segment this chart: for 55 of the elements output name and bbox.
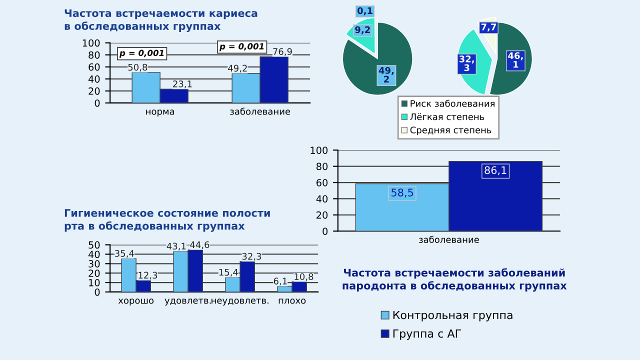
data-label: 7,7 (481, 24, 496, 32)
text: Частота встречаемости заболеваний пародонта в обследованных группах (342, 268, 567, 292)
data-label: 50,8 (128, 64, 148, 72)
data-label: 35,4 (115, 250, 134, 258)
x-tick-label: хорошо (118, 298, 154, 306)
y-tick-label: 80 (316, 162, 328, 170)
y-tick-label: 10 (89, 279, 100, 286)
y-tick-label: 0 (94, 288, 100, 296)
data-label: 9,2 (355, 26, 370, 34)
y-tick-label: 0 (94, 99, 100, 107)
x-tick-label: плохо (278, 298, 306, 304)
data-label: 49, 2 (378, 67, 394, 82)
y-tick-label: 30 (88, 260, 100, 268)
y-tick-label: 20 (88, 87, 100, 95)
data-label: 44,6 (190, 241, 210, 250)
annotation: p = 0,001 (219, 43, 264, 52)
y-tick-label: 0 (322, 228, 328, 235)
data-label: 12,3 (138, 272, 158, 280)
y-tick-label: 50 (88, 241, 100, 249)
y-tick-label: 80 (88, 51, 100, 59)
y-tick-label: 40 (88, 75, 100, 83)
annotation: p = 0,001 (119, 50, 164, 58)
data-label: 15,4 (219, 268, 238, 277)
x-tick-label: заболевание (230, 108, 290, 115)
legend-label: Группа с АГ (393, 329, 461, 340)
x-tick-label: удовлетв. (164, 298, 211, 306)
legend-label: Контрольная группа (393, 310, 512, 322)
legend-label: Риск заболевания (410, 100, 494, 107)
data-label: 86,1 (484, 166, 506, 176)
x-tick-label: неудовлетв. (212, 298, 268, 306)
y-tick-label: 40 (88, 250, 100, 258)
chart-title: Частота встречаемости кариеса в обследованных группах (64, 9, 258, 32)
data-label: 10,8 (294, 273, 314, 281)
data-label: 32,3 (242, 252, 262, 261)
data-label: 46, 1 (508, 52, 523, 68)
x-tick-label: норма (146, 110, 174, 117)
chart-title: Гигиеническое состояние полости рта в обследованных группах (64, 209, 270, 232)
y-tick-label: 60 (316, 179, 328, 186)
data-label: 43,1 (166, 242, 186, 250)
x-tick-label: заболевание (419, 236, 479, 243)
data-label: 23,1 (173, 80, 192, 88)
data-label: 49,2 (228, 64, 247, 73)
y-tick-label: 20 (316, 211, 328, 219)
y-tick-label: 100 (310, 146, 328, 154)
y-tick-label: 100 (82, 39, 100, 47)
legend-label: Средняя степень (410, 126, 492, 136)
data-label: 6,1 (274, 278, 287, 286)
data-label: 0,1 (357, 7, 372, 16)
y-tick-label: 20 (88, 270, 100, 277)
y-tick-label: 40 (316, 195, 328, 203)
data-label: 32, 3 (459, 56, 474, 72)
y-tick-label: 60 (88, 63, 100, 71)
data-label: 76,9 (273, 48, 292, 56)
legend-label: Лёгкая степень (410, 113, 484, 120)
data-label: 58,5 (392, 188, 414, 198)
